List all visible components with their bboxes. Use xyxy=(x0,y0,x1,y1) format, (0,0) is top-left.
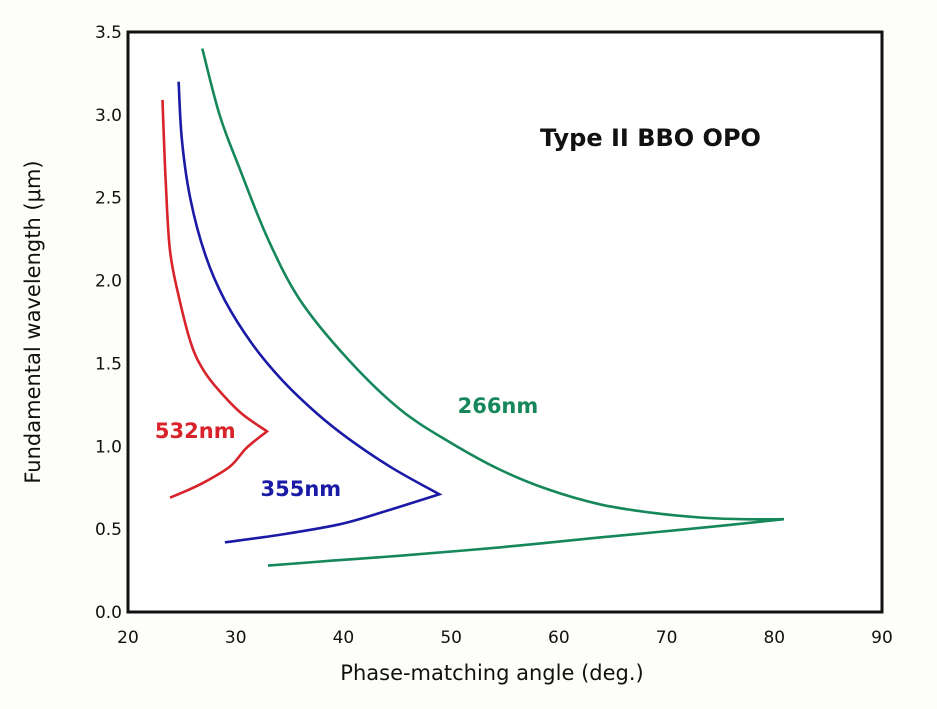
x-tick-label: 40 xyxy=(333,628,355,648)
x-axis-title: Phase-matching angle (deg.) xyxy=(340,661,643,685)
y-tick-label: 1.5 xyxy=(95,354,122,374)
y-tick-label: 1.0 xyxy=(95,437,122,457)
y-tick-label: 0.5 xyxy=(95,520,122,540)
y-tick-label: 3.0 xyxy=(95,106,122,126)
x-tick-label: 60 xyxy=(548,628,570,648)
x-tick-label: 90 xyxy=(871,628,893,648)
y-axis-title: Fundamental wavelength (μm) xyxy=(21,160,45,483)
plot-area xyxy=(128,32,882,612)
series-layer xyxy=(161,48,785,567)
series-label-532nm: 532nm xyxy=(155,419,236,443)
series-line-266nm xyxy=(201,48,785,567)
series-label-266nm: 266nm xyxy=(458,394,539,418)
x-tick-label: 20 xyxy=(117,628,139,648)
y-tick-label: 2.0 xyxy=(95,272,122,292)
series-label-355nm: 355nm xyxy=(260,477,341,501)
plot-frame xyxy=(126,30,884,614)
y-axis-ticks: 0.0 0.5 1.0 1.5 2.0 2.5 3.0 3.5 xyxy=(95,23,122,623)
series-line-355nm xyxy=(177,81,443,544)
x-tick-label: 70 xyxy=(656,628,678,648)
series-labels: 532nm 355nm 266nm xyxy=(155,394,538,501)
y-tick-label: 3.5 xyxy=(95,23,122,43)
x-tick-label: 80 xyxy=(763,628,785,648)
y-tick-label: 2.5 xyxy=(95,189,122,209)
x-tick-label: 50 xyxy=(440,628,462,648)
y-tick-label: 0.0 xyxy=(95,603,122,623)
chart-title: Type II BBO OPO xyxy=(540,124,761,152)
x-axis-ticks: 20 30 40 50 60 70 80 90 xyxy=(117,628,893,648)
series-line-532nm xyxy=(161,99,270,499)
x-tick-label: 30 xyxy=(225,628,247,648)
